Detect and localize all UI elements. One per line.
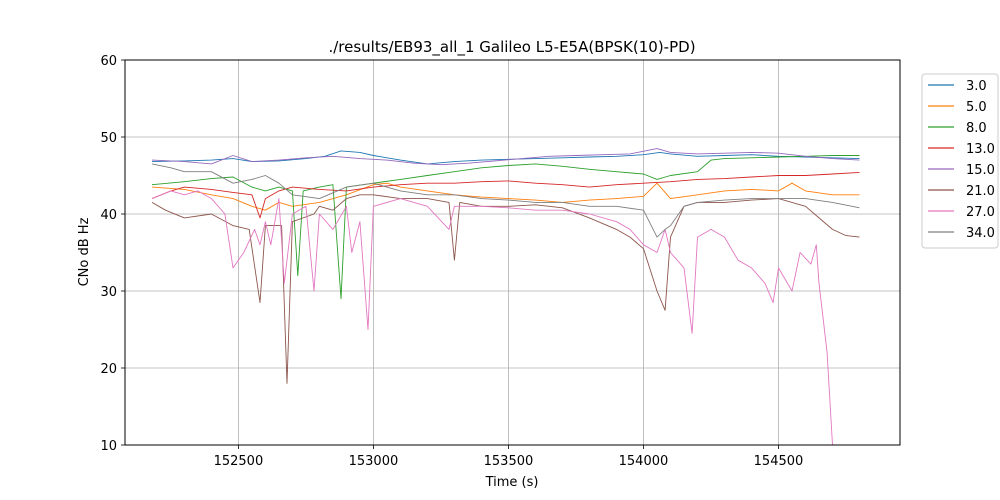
series-line-8-0 xyxy=(151,155,860,300)
legend-label: 27.0 xyxy=(966,205,995,220)
legend-label: 3.0 xyxy=(966,79,987,94)
legend-box xyxy=(921,73,999,249)
legend-label: 8.0 xyxy=(966,121,987,136)
y-axis-label: CNo dB Hz xyxy=(77,217,92,286)
chart-title: ./results/EB93_all_1 Galileo L5-E5A(BPSK… xyxy=(328,38,695,57)
series-line-27-0 xyxy=(151,190,833,446)
legend-label: 21.0 xyxy=(966,184,995,199)
series-line-3-0 xyxy=(151,150,860,165)
series-line-13-0 xyxy=(151,171,860,219)
legend-label: 15.0 xyxy=(966,163,995,178)
y-tick-label: 40 xyxy=(100,208,117,223)
x-axis-label: Time (s) xyxy=(485,475,539,490)
x-tick-label: 152500 xyxy=(214,454,264,469)
plot-frame xyxy=(124,59,901,446)
x-tick-label: 154500 xyxy=(754,454,804,469)
x-tick-label: 153000 xyxy=(349,454,399,469)
axis-ticks: 152500 153000 153500 154000 154500 10 20 30 40 50… xyxy=(100,54,803,469)
legend: 3.0 5.0 8.0 13.0 15.0 21.0 27.0 34.0 xyxy=(921,73,999,249)
x-tick-label: 154000 xyxy=(619,454,669,469)
series-line-5-0 xyxy=(151,182,860,211)
series-line-21-0 xyxy=(151,194,860,384)
y-tick-label: 50 xyxy=(100,131,117,146)
series-line-15-0 xyxy=(151,148,860,166)
legend-label: 5.0 xyxy=(966,100,987,115)
y-tick-label: 10 xyxy=(100,439,117,454)
x-tick-label: 153500 xyxy=(484,454,534,469)
legend-label: 34.0 xyxy=(966,226,995,241)
y-tick-label: 60 xyxy=(100,54,117,69)
series-lines xyxy=(151,148,860,446)
legend-label: 13.0 xyxy=(966,142,995,157)
series-line-34-0 xyxy=(151,163,860,238)
y-tick-label: 20 xyxy=(100,362,117,377)
y-tick-label: 30 xyxy=(100,285,117,300)
